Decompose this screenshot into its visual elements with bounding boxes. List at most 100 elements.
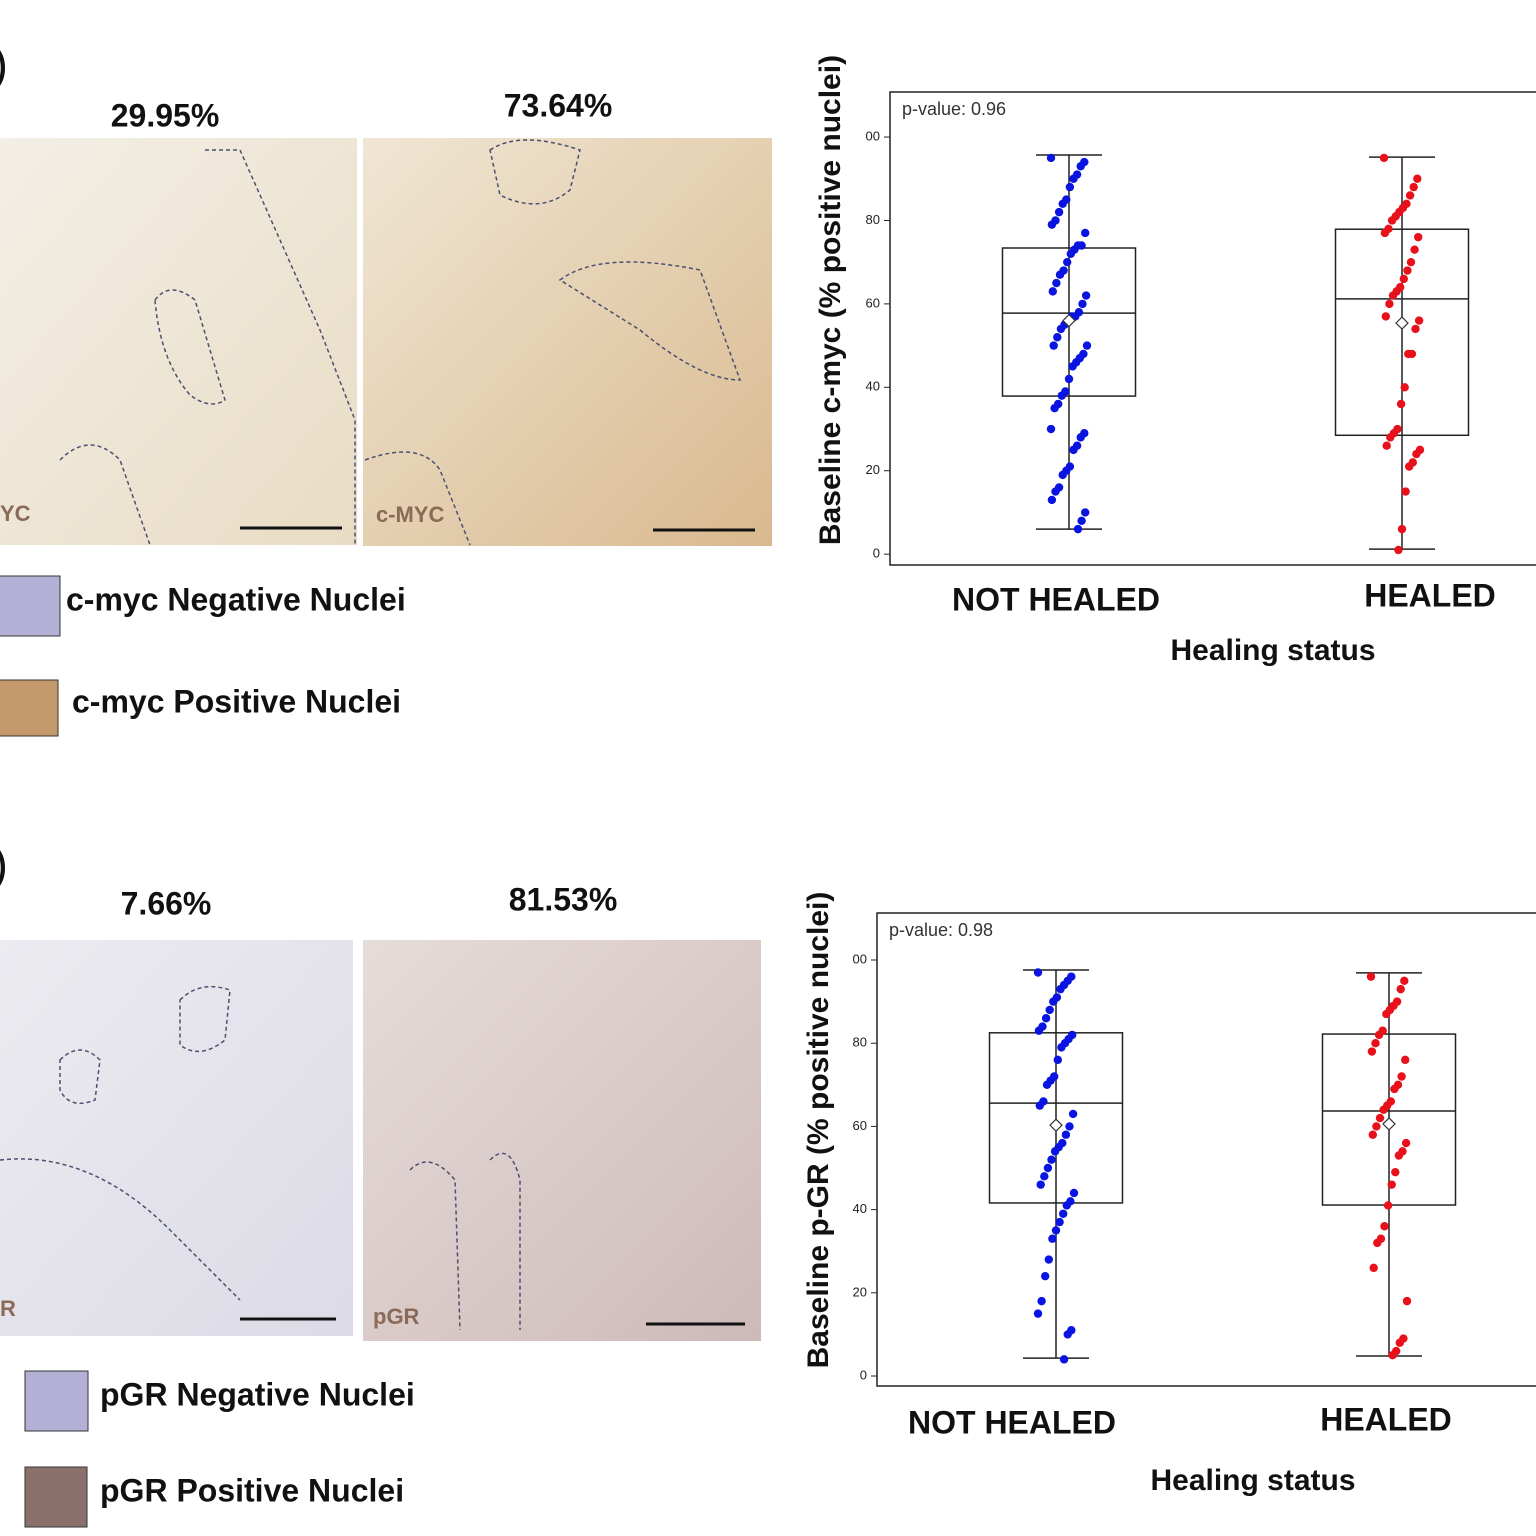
data-point (1056, 984, 1065, 994)
x-tick-label: HEALED (1320, 1401, 1452, 1437)
data-point (1073, 524, 1083, 534)
data-point (1401, 1055, 1410, 1065)
data-point (1400, 976, 1409, 986)
x-tick-label: NOT HEALED (952, 581, 1160, 617)
y-tick-label: 20 (853, 1284, 867, 1299)
data-point (1396, 984, 1405, 994)
data-point (1051, 1226, 1061, 1235)
data-point (1391, 1167, 1400, 1177)
stain-label: R (0, 1296, 16, 1321)
data-point (1050, 403, 1059, 413)
y-tick-label: 0 (873, 546, 880, 561)
data-point (1057, 1043, 1066, 1052)
data-point (1372, 1122, 1381, 1131)
data-point (1396, 399, 1406, 409)
stain-label: c-MYC (376, 502, 445, 527)
data-point (1077, 516, 1086, 525)
y-tick-label: 0 (860, 1367, 867, 1382)
data-point (1065, 182, 1075, 192)
data-point (1055, 270, 1065, 279)
data-point (1036, 1180, 1045, 1189)
data-point (1367, 1047, 1377, 1056)
box (988, 1032, 1124, 1204)
data-point (1048, 287, 1058, 296)
data-point (1388, 291, 1398, 300)
data-point (1061, 1130, 1071, 1139)
data-point (1405, 462, 1414, 471)
data-point (1368, 1130, 1378, 1139)
percent: 73.64% (504, 87, 613, 123)
data-point (1052, 278, 1061, 288)
data-point (1374, 1030, 1384, 1040)
y-tick-label: 80 (853, 1035, 867, 1050)
percent: 81.53% (509, 881, 618, 917)
data-point (1048, 1234, 1057, 1243)
data-point (1041, 1271, 1050, 1281)
data-point (1047, 495, 1057, 505)
data-point (1053, 1055, 1063, 1065)
y-axis-label: Baseline p-GR (% positive nuclei) (802, 892, 835, 1369)
x-tick-label: HEALED (1364, 577, 1496, 613)
data-point (1380, 228, 1390, 238)
plot-frame (889, 91, 1536, 566)
data-point (1049, 341, 1058, 350)
data-point (1394, 1151, 1404, 1160)
micrograph (363, 138, 772, 546)
x-tick-label: NOT HEALED (908, 1404, 1116, 1440)
mean-marker (1382, 1117, 1396, 1131)
mean-marker (1395, 316, 1409, 330)
data-point (1041, 1014, 1051, 1023)
data-point (1068, 1109, 1078, 1119)
data-point (1082, 341, 1092, 350)
data-point (1394, 545, 1403, 555)
legend-swatch (0, 575, 61, 637)
y-tick-label: 40 (866, 379, 880, 394)
data-point (1068, 362, 1077, 371)
data-point (1369, 1263, 1378, 1273)
data-point (1387, 1180, 1396, 1189)
data-point (1414, 232, 1423, 242)
data-point (1062, 1201, 1072, 1210)
legend-text: c-myc Negative Nuclei (66, 581, 406, 617)
y-tick-label: 60 (866, 295, 880, 310)
data-point (1051, 487, 1060, 496)
y-tick-label: 40 (853, 1201, 867, 1216)
data-point (1050, 1147, 1060, 1156)
data-point (1065, 1122, 1074, 1131)
micrograph (0, 940, 353, 1336)
y-axis-label: Baseline c-myc (% positive nuclei) (814, 55, 847, 545)
data-point (1033, 968, 1043, 977)
mean-marker (1049, 1118, 1063, 1133)
data-point (1379, 1105, 1388, 1114)
data-point (1059, 1355, 1069, 1364)
data-point (1410, 245, 1419, 254)
data-point (1053, 333, 1062, 342)
data-point (1404, 349, 1413, 359)
stain-label: pGR (373, 1304, 420, 1329)
x-axis-label: Healing status (1150, 1464, 1355, 1497)
data-point (1390, 1084, 1399, 1094)
data-point (1409, 182, 1418, 192)
y-tick-label: 80 (866, 212, 880, 227)
data-point (1383, 1201, 1393, 1210)
data-point (1069, 445, 1078, 455)
data-point (1395, 1338, 1405, 1347)
data-point (1049, 997, 1058, 1006)
data-point (1400, 383, 1409, 392)
data-point (1047, 1155, 1056, 1164)
data-point (1069, 174, 1078, 183)
percent: 7.66% (121, 885, 212, 921)
data-point (1059, 1209, 1068, 1218)
data-point (1045, 1005, 1054, 1015)
data-point (1046, 153, 1056, 163)
data-point (1063, 257, 1072, 267)
data-point (1414, 316, 1424, 325)
data-point (1033, 1309, 1043, 1318)
y-tick-label: 00 (853, 951, 867, 966)
data-point (1382, 441, 1391, 450)
panel-label: ) (0, 39, 8, 92)
legend-text: pGR Positive Nuclei (100, 1472, 404, 1508)
p-value: p-value: 0.96 (902, 99, 1006, 119)
data-point (1406, 257, 1416, 267)
